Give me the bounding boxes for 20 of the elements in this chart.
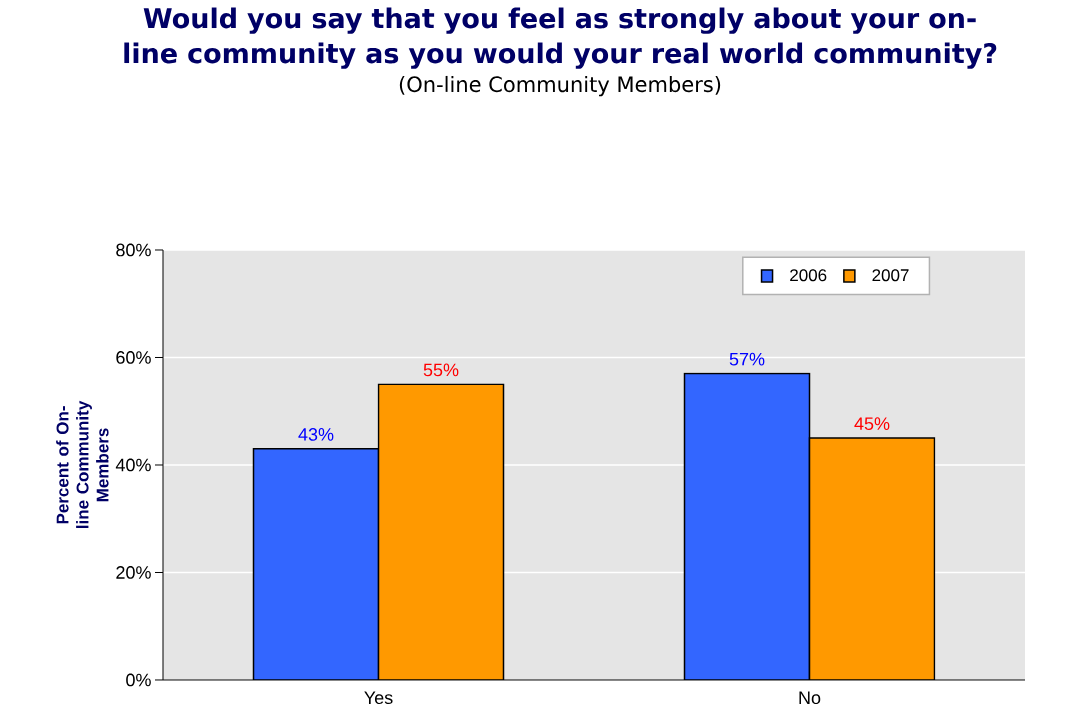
x-tick-label: No — [799, 691, 821, 705]
data-label: 43% — [298, 428, 334, 441]
legend-label: 2006 — [790, 269, 827, 282]
x-tick-label: Yes — [364, 691, 393, 705]
legend-label: 2007 — [872, 269, 909, 282]
chart-title: Would you say that you feel as strongly about your on-line community as you would your real world community? — [124, 7, 997, 69]
data-label: 45% — [854, 417, 890, 431]
bar — [377, 383, 505, 680]
data-label: 55% — [423, 363, 459, 377]
y-tick-label: 40% — [115, 458, 151, 472]
data-label: 57% — [729, 352, 765, 366]
chart-subtitle: (On-line Community Members) — [399, 75, 721, 97]
y-axis-title: Percent of On-line Community Members — [56, 400, 109, 529]
y-tick-label: 80% — [116, 243, 151, 257]
bar — [252, 448, 380, 680]
y-tick-label: 20% — [116, 566, 151, 579]
y-tick-label: 0% — [126, 673, 151, 687]
y-tick-label: 60% — [116, 351, 151, 364]
bar — [683, 372, 811, 680]
bar — [808, 437, 936, 680]
